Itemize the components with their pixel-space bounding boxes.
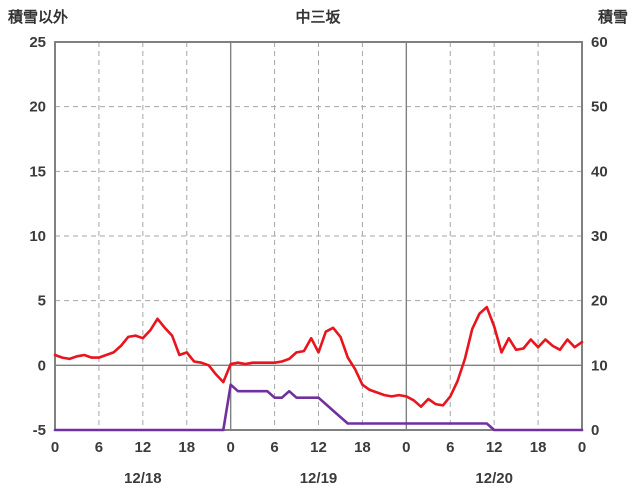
x-tick-label: 0 bbox=[51, 439, 59, 456]
date-label: 12/19 bbox=[300, 470, 338, 487]
y-right-tick-label: 0 bbox=[591, 422, 599, 439]
y-right-tick-label: 30 bbox=[591, 228, 608, 245]
plot-border bbox=[54, 41, 583, 431]
x-tick-label: 6 bbox=[446, 439, 454, 456]
y-right-tick-label: 20 bbox=[591, 293, 608, 310]
x-tick-label: 18 bbox=[354, 439, 371, 456]
chart-header: 積雪以外 中三坂 積雪 bbox=[0, 6, 636, 27]
y-right-tick-label: 40 bbox=[591, 163, 608, 180]
y-left-tick-label: 5 bbox=[38, 293, 46, 310]
date-label: 12/20 bbox=[475, 470, 513, 487]
y-left-tick-label: -5 bbox=[33, 422, 46, 439]
y-left-tick-label: 0 bbox=[38, 357, 46, 374]
x-tick-label: 12 bbox=[134, 439, 151, 456]
x-tick-label: 6 bbox=[95, 439, 103, 456]
x-tick-label: 0 bbox=[402, 439, 410, 456]
y-right-tick-label: 50 bbox=[591, 99, 608, 116]
x-tick-label: 0 bbox=[226, 439, 234, 456]
y-left-tick-label: 15 bbox=[29, 163, 46, 180]
right-axis-title: 積雪 bbox=[597, 9, 628, 26]
series-purple bbox=[53, 383, 584, 432]
y-right-tick-label: 10 bbox=[591, 357, 608, 374]
date-label: 12/18 bbox=[124, 470, 162, 487]
x-tick-label: 12 bbox=[486, 439, 503, 456]
y-right-tick-label: 60 bbox=[591, 34, 608, 51]
x-tick-label: 18 bbox=[178, 439, 195, 456]
series-red bbox=[53, 305, 584, 409]
x-tick-label: 6 bbox=[270, 439, 278, 456]
x-tick-label: 18 bbox=[530, 439, 547, 456]
x-tick-label: 0 bbox=[578, 439, 586, 456]
y-left-tick-label: 25 bbox=[29, 34, 46, 51]
y-left-tick-label: 20 bbox=[29, 99, 46, 116]
y-left-tick-label: 10 bbox=[29, 228, 46, 245]
chart-title: 中三坂 bbox=[295, 9, 341, 26]
x-tick-label: 12 bbox=[310, 439, 327, 456]
left-axis-title: 積雪以外 bbox=[8, 9, 69, 26]
